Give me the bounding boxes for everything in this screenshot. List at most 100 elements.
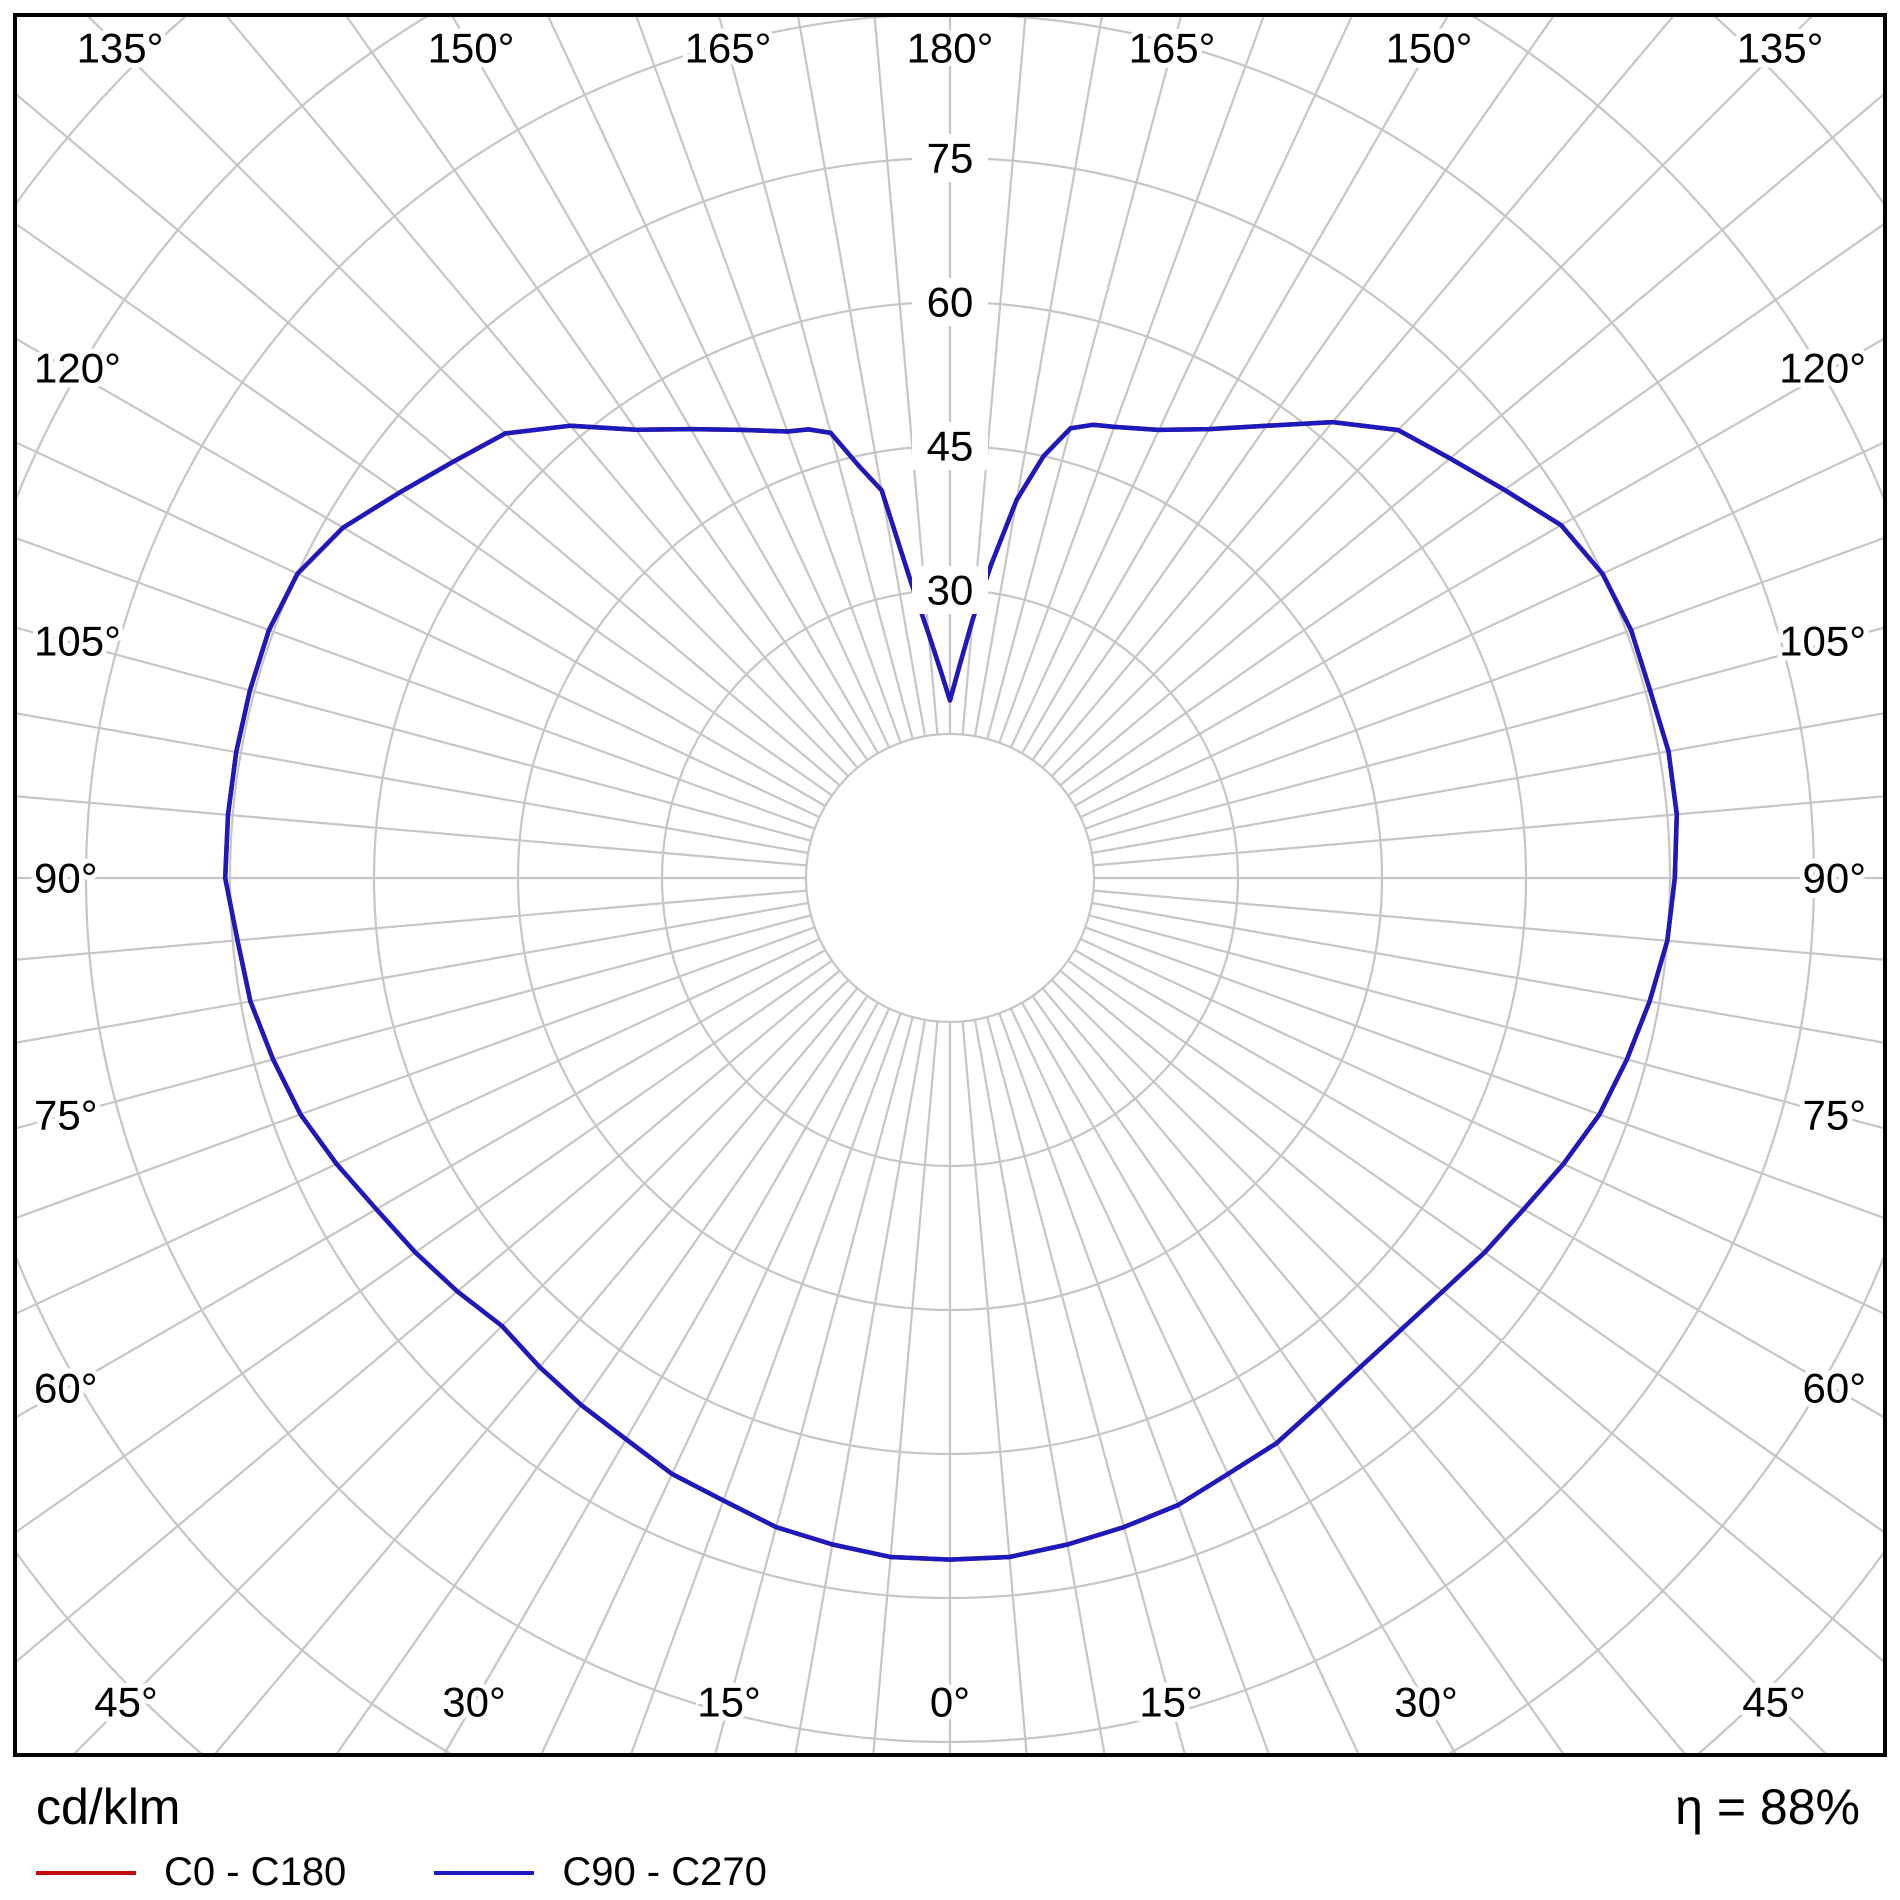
legend: C0 - C180 C90 - C270 <box>36 1850 827 1895</box>
grid-spoke <box>998 1012 1270 1753</box>
grid-spoke <box>17 969 841 1663</box>
chart-border <box>13 13 1887 1757</box>
grid-spoke <box>1067 223 1883 797</box>
grid-spoke <box>794 1019 927 1753</box>
grid-spoke <box>17 901 809 1044</box>
grid-spoke <box>17 795 807 867</box>
grid-spoke <box>973 1019 1106 1753</box>
grid-spoke <box>17 949 826 1418</box>
grid-spoke <box>998 17 1265 744</box>
unit-label: cd/klm <box>36 1779 181 1835</box>
grid-spoke <box>1051 979 1827 1753</box>
grid-spoke <box>17 626 812 842</box>
angle-label: 45° <box>1742 1679 1806 1726</box>
grid-spoke <box>443 1002 879 1753</box>
grid-spoke <box>17 926 816 1219</box>
angle-label: 180° <box>907 25 994 72</box>
grid-spoke <box>17 441 820 819</box>
legend-item-c90-c270: C90 - C270 <box>434 1850 767 1895</box>
grid-spoke <box>1088 914 1883 1130</box>
grid-spoke <box>635 17 902 744</box>
grid-spoke <box>547 17 891 748</box>
grid-spoke <box>1031 17 1555 761</box>
grid-spoke <box>1088 626 1883 842</box>
angle-label: 105° <box>34 618 121 665</box>
ring-label-bg <box>912 566 988 614</box>
angle-label: 90° <box>1802 855 1866 902</box>
grid-spoke <box>1074 338 1883 807</box>
grid-spoke <box>1021 17 1449 754</box>
grid-spoke <box>335 995 869 1753</box>
ring-label: 60 <box>927 279 974 326</box>
grid-spoke <box>1093 795 1883 867</box>
grid-spoke <box>17 223 833 797</box>
angle-label: 60° <box>1802 1365 1866 1412</box>
angle-label: 150° <box>428 25 515 72</box>
grid-spoke <box>17 914 812 1130</box>
grid-spoke <box>1059 93 1883 787</box>
angle-label: 0° <box>930 1679 970 1726</box>
grid-spoke <box>797 17 927 737</box>
legend-swatch-1 <box>434 1870 535 1875</box>
grid-spoke <box>17 93 841 787</box>
angle-label: 120° <box>34 345 121 392</box>
efficiency-label: η = 88% <box>1675 1779 1860 1835</box>
grid-spoke <box>17 712 809 855</box>
grid-spoke <box>1084 926 1883 1219</box>
grid-spoke <box>714 1016 914 1753</box>
grid-spoke <box>17 338 826 807</box>
grid-spoke <box>345 17 869 761</box>
grid-spoke <box>87 17 849 777</box>
grid-spoke <box>961 1021 1028 1753</box>
angle-label: 135° <box>77 25 164 72</box>
grid-spoke <box>1067 959 1883 1533</box>
angle-label: 60° <box>34 1365 98 1412</box>
angle-label: 30° <box>1394 1679 1458 1726</box>
ring-label: 75 <box>927 135 974 182</box>
grid-spoke <box>17 937 820 1315</box>
ring-label-bg <box>912 278 988 326</box>
grid-spoke <box>17 537 816 830</box>
angle-label: 75° <box>1802 1092 1866 1139</box>
ring-label-bg <box>912 422 988 470</box>
grid-spoke <box>1093 889 1883 961</box>
grid-spoke <box>1031 995 1565 1753</box>
ring-label: 45 <box>927 423 974 470</box>
angle-label: 30° <box>442 1679 506 1726</box>
grid-spoke <box>1091 901 1883 1044</box>
grid-spoke <box>73 979 849 1753</box>
legend-label-c0-c180: C0 - C180 <box>164 1850 347 1894</box>
grid-spoke <box>986 1016 1186 1753</box>
ring-label-bg <box>912 134 988 182</box>
grid-spoke <box>1084 537 1883 830</box>
angle-label: 15° <box>697 1679 761 1726</box>
angle-label: 165° <box>1129 25 1216 72</box>
angle-label: 90° <box>34 855 98 902</box>
angle-label: 15° <box>1139 1679 1203 1726</box>
legend-item-c0-c180: C0 - C180 <box>36 1850 346 1895</box>
grid-spoke <box>1091 712 1883 855</box>
curve-c90-c270 <box>222 419 1680 1562</box>
grid-spoke <box>1080 937 1883 1315</box>
angle-label: 135° <box>1737 25 1824 72</box>
grid-spoke <box>1074 949 1883 1418</box>
grid-spoke <box>1009 17 1353 748</box>
legend-label-c90-c270: C90 - C270 <box>562 1850 767 1894</box>
angle-label: 150° <box>1386 25 1473 72</box>
grid-spoke <box>214 987 859 1753</box>
angle-label: 105° <box>1779 618 1866 665</box>
grid-spoke <box>630 1012 902 1753</box>
grid-spoke <box>17 889 807 961</box>
angle-label: 75° <box>34 1092 98 1139</box>
grid-spoke <box>1041 987 1686 1753</box>
grid-spoke <box>1051 17 1813 777</box>
grid-spoke <box>1080 441 1883 819</box>
grid-spoke <box>1041 17 1674 769</box>
angle-label: 165° <box>685 25 772 72</box>
grid-spoke <box>872 1021 939 1753</box>
ring-label: 30 <box>927 567 974 614</box>
grid-spoke <box>17 959 833 1533</box>
